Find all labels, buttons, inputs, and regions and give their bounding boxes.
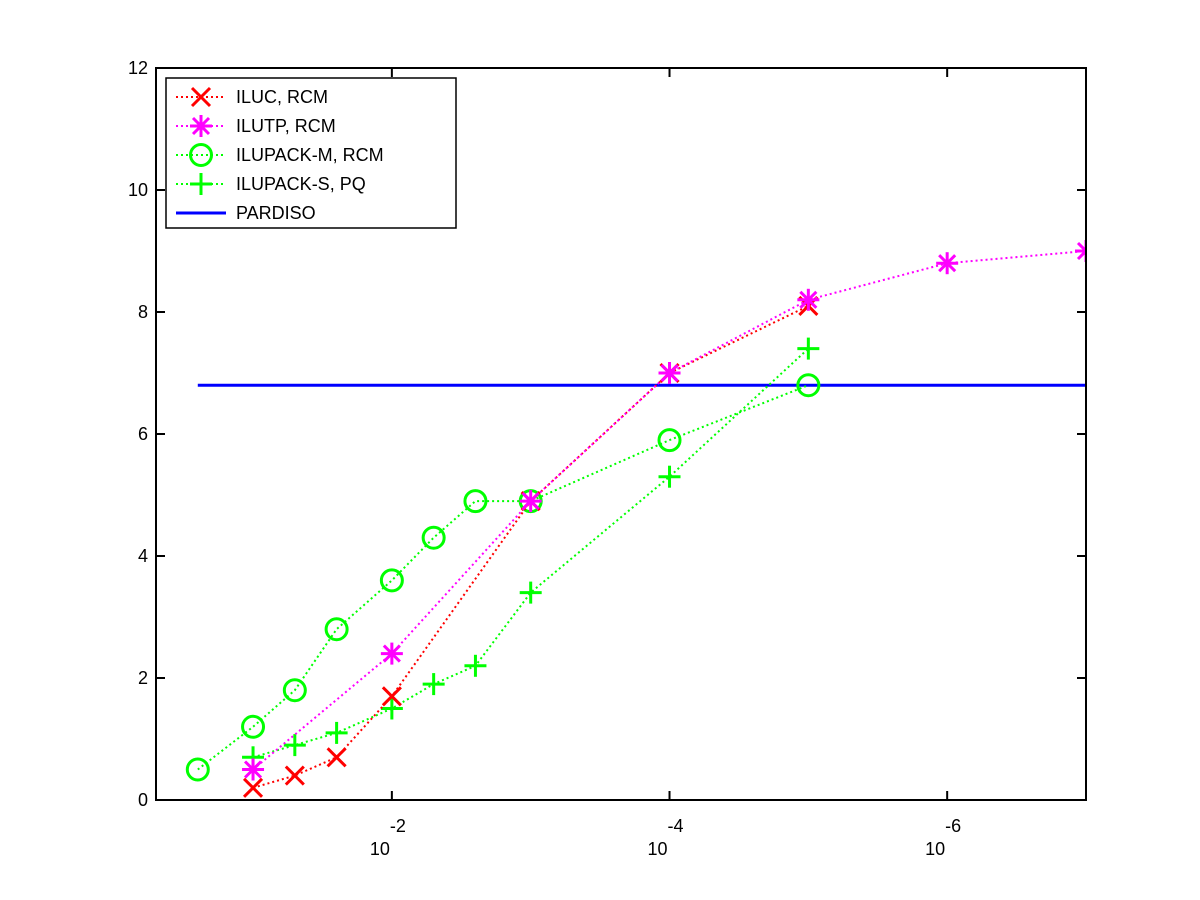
x-tick-base: 10 [370,839,390,859]
data-point [657,428,682,453]
x-tick-exponent: -6 [945,816,961,836]
data-point [797,288,820,311]
data-point [519,581,542,604]
series-1 [242,295,819,798]
data-point [421,525,446,550]
data-point [326,747,347,768]
legend-marker [189,143,213,167]
series-3 [185,373,821,782]
data-point [422,673,445,696]
data-point [324,617,349,642]
legend-label: ILUPACK-S, PQ [236,174,366,194]
series-2 [242,240,1086,781]
legend-marker [190,115,212,137]
legend-box [165,77,457,229]
data-point [796,373,821,398]
y-tick-label: 8 [138,302,148,322]
data-point [325,721,348,744]
data-point [463,489,488,514]
data-point [242,777,264,798]
data-point [658,362,681,384]
data-point [380,697,403,720]
legend-entry: ILUC, RCM [176,86,328,108]
data-point [519,490,542,513]
data-point [380,642,403,665]
legend-marker [190,86,212,108]
data-point [464,654,487,677]
y-tick-label: 6 [138,424,148,444]
legend-entry: ILUTP, RCM [176,115,336,137]
data-point [242,758,265,781]
data-point [936,252,959,275]
legend-entry: ILUPACK-M, RCM [176,143,384,167]
x-tick-base: 10 [925,839,945,859]
series-line [252,250,1086,771]
y-tick-label: 10 [128,180,148,200]
plot-area [185,240,1086,798]
legend-entry: PARDISO [176,203,316,223]
legend: ILUC, RCM ILUTP, RCM ILUPACK-M, RCM ILUPACK… [165,77,457,229]
data-point [185,757,210,782]
data-point [797,337,820,360]
data-point [284,765,305,786]
data-point [658,465,681,488]
x-tick-base: 10 [647,839,667,859]
legend-marker [190,173,212,195]
legend-label: PARDISO [236,203,316,223]
legend-label: ILUC, RCM [236,87,328,107]
y-tick-label: 0 [138,790,148,810]
series-line [252,347,810,759]
series-line [197,384,809,771]
series-line [252,304,809,789]
x-tick-exponent: -2 [390,816,406,836]
legend-label: ILUPACK-M, RCM [236,145,384,165]
x-tick-exponent: -4 [668,816,684,836]
y-tick-label: 4 [138,546,148,566]
data-point [1075,240,1086,262]
data-point [381,686,402,707]
legend-entry: ILUPACK-S, PQ [176,173,366,195]
series-4 [242,337,820,769]
data-point [379,568,404,593]
y-tick-label: 2 [138,668,148,688]
legend-label: ILUTP, RCM [236,116,336,136]
data-point [283,734,306,757]
data-point [282,678,307,703]
y-tick-label: 12 [128,58,148,78]
data-point [241,714,266,739]
